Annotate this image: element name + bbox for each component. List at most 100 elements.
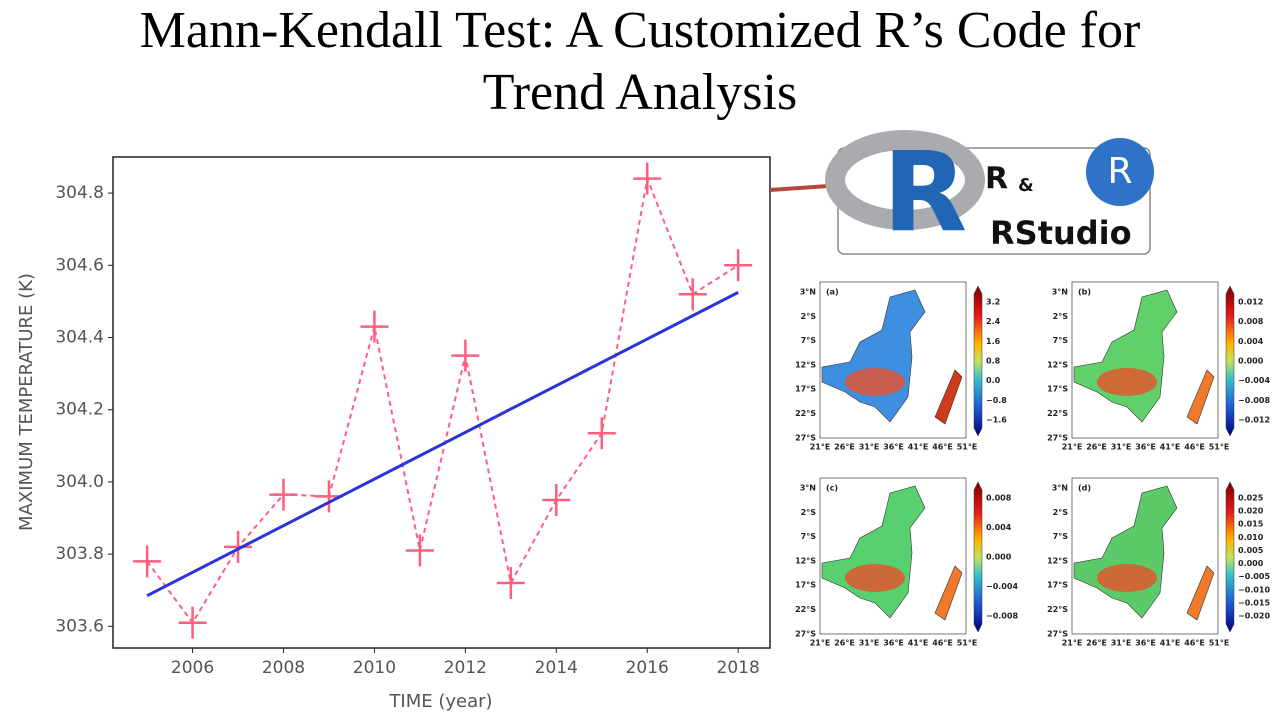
point-marker [405, 534, 434, 567]
lon-label: 46°E [932, 443, 953, 452]
x-tick-label: 2008 [262, 658, 305, 678]
map-madagascar [1186, 369, 1215, 425]
colorbar-tick-label: 0.008 [1238, 317, 1264, 326]
lat-label: 3°N [1052, 288, 1068, 297]
colorbar-tick-label: −0.008 [1238, 396, 1270, 405]
point-marker [678, 278, 707, 311]
lat-label: 17°S [795, 385, 816, 394]
lat-label: 12°S [1047, 360, 1068, 369]
colorbar-tick-label: −0.010 [1238, 585, 1270, 594]
lat-label: 3°N [800, 288, 816, 297]
lon-label: 41°E [1160, 443, 1181, 452]
colorbar-tick-label: 1.6 [986, 337, 1001, 346]
point-marker [496, 567, 525, 600]
lon-label: 31°E [859, 639, 880, 648]
lon-label: 21°E [1062, 443, 1083, 452]
lat-label: 2°S [1053, 508, 1069, 517]
series-line [146, 291, 739, 597]
colorbar-tick-label: −0.015 [1238, 598, 1270, 607]
logo-r: R [985, 162, 1008, 197]
colorbar-tick-label: 3.2 [986, 298, 1000, 307]
lat-label: 22°S [795, 605, 816, 614]
panel-label: (c) [826, 484, 838, 493]
x-tick-label: 2010 [353, 658, 396, 678]
lat-label: 2°S [1053, 312, 1069, 321]
map-madagascar [934, 369, 963, 425]
lat-label: 27°S [1047, 629, 1068, 638]
point-marker [633, 162, 662, 195]
colorbar-tick-label: 0.0 [986, 376, 1001, 385]
panel-label: (d) [1078, 484, 1091, 493]
colorbar-tick-label: −1.6 [986, 416, 1007, 425]
lat-label: 17°S [795, 581, 816, 590]
logo-amp: & [1018, 175, 1034, 196]
colorbar-tick-label: 0.008 [986, 494, 1012, 503]
lon-label: 26°E [834, 443, 855, 452]
lat-label: 3°N [800, 484, 816, 493]
colorbar-tick-label: −0.005 [1238, 572, 1270, 581]
logo-rstudio: RStudio [990, 214, 1132, 252]
colorbar-tick-label: 0.004 [986, 523, 1012, 532]
plot-frame [112, 156, 771, 649]
lon-label: 21°E [1062, 639, 1083, 648]
colorbar-tick-label: −0.004 [986, 582, 1018, 591]
lat-label: 22°S [1047, 605, 1068, 614]
y-tick-label: 304.8 [55, 183, 104, 203]
y-axis-label: MAXIMUM TEMPERATURE (K) [16, 273, 37, 531]
colorbar-tick-label: 0.000 [1238, 559, 1264, 568]
lat-label: 17°S [1047, 581, 1068, 590]
colorbar-tick-label: −0.004 [1238, 376, 1270, 385]
lat-label: 7°S [801, 336, 817, 345]
lon-label: 41°E [1160, 639, 1181, 648]
lon-label: 36°E [1135, 443, 1156, 452]
title-line: Mann-Kendall Test: A Customized R’s Code… [140, 2, 1141, 59]
lon-label: 21°E [810, 443, 831, 452]
r-logo: R R & RStudio R [825, 128, 1154, 256]
colorbar-tick-label: 0.010 [1238, 533, 1264, 542]
lon-label: 31°E [1111, 639, 1132, 648]
y-tick-label: 304.0 [55, 472, 104, 492]
lat-label: 7°S [801, 532, 817, 541]
lat-label: 2°S [801, 508, 817, 517]
point-marker [360, 310, 389, 343]
lon-label: 41°E [908, 443, 929, 452]
lat-label: 7°S [1053, 336, 1069, 345]
map-panel: (d) 3°N 2°S 7°S 12°S 17°S 22°S 27°S21°E 26°E 31°E… [1047, 477, 1270, 648]
map-panel: (b) 3°N 2°S 7°S 12°S 17°S 22°S 27°S21°E 26°E 31°E… [1047, 281, 1270, 452]
colorbar-tick-label: 2.4 [986, 317, 1001, 326]
colorbar-tick-label: −0.012 [1238, 416, 1270, 425]
x-tick-label: 2018 [717, 658, 760, 678]
lon-label: 51°E [957, 639, 978, 648]
map-hotspot [1097, 368, 1157, 396]
lat-label: 17°S [1047, 385, 1068, 394]
y-tick-label: 304.2 [55, 400, 104, 420]
colorbar-tick-label: 0.8 [986, 357, 1001, 366]
lon-label: 46°E [932, 639, 953, 648]
x-tick-label: 2016 [626, 658, 669, 678]
logo-letter: R [883, 128, 968, 256]
colorbar-tick-label: −0.008 [986, 612, 1018, 621]
lon-label: 41°E [908, 639, 929, 648]
lon-label: 36°E [883, 639, 904, 648]
x-tick-label: 2012 [444, 658, 487, 678]
x-axis-label: TIME (year) [388, 691, 492, 712]
lon-label: 26°E [1086, 639, 1107, 648]
lat-label: 22°S [1047, 409, 1068, 418]
lat-label: 7°S [1053, 532, 1069, 541]
colorbar-tick-label: 0.020 [1238, 507, 1264, 516]
x-tick-label: 2006 [171, 658, 214, 678]
map-panel: (c) 3°N 2°S 7°S 12°S 17°S 22°S 27°S21°E 26°E 31°E… [795, 477, 1018, 648]
lat-label: 27°S [795, 433, 816, 442]
lat-label: 12°S [795, 360, 816, 369]
lon-label: 31°E [1111, 443, 1132, 452]
lon-label: 31°E [859, 443, 880, 452]
colorbar-tick-label: −0.020 [1238, 612, 1270, 621]
lat-label: 27°S [1047, 433, 1068, 442]
lon-label: 51°E [957, 443, 978, 452]
lat-label: 27°S [795, 629, 816, 638]
colorbar [973, 285, 983, 437]
logo-ring [825, 130, 985, 230]
point-marker [178, 606, 207, 639]
lat-label: 22°S [795, 409, 816, 418]
